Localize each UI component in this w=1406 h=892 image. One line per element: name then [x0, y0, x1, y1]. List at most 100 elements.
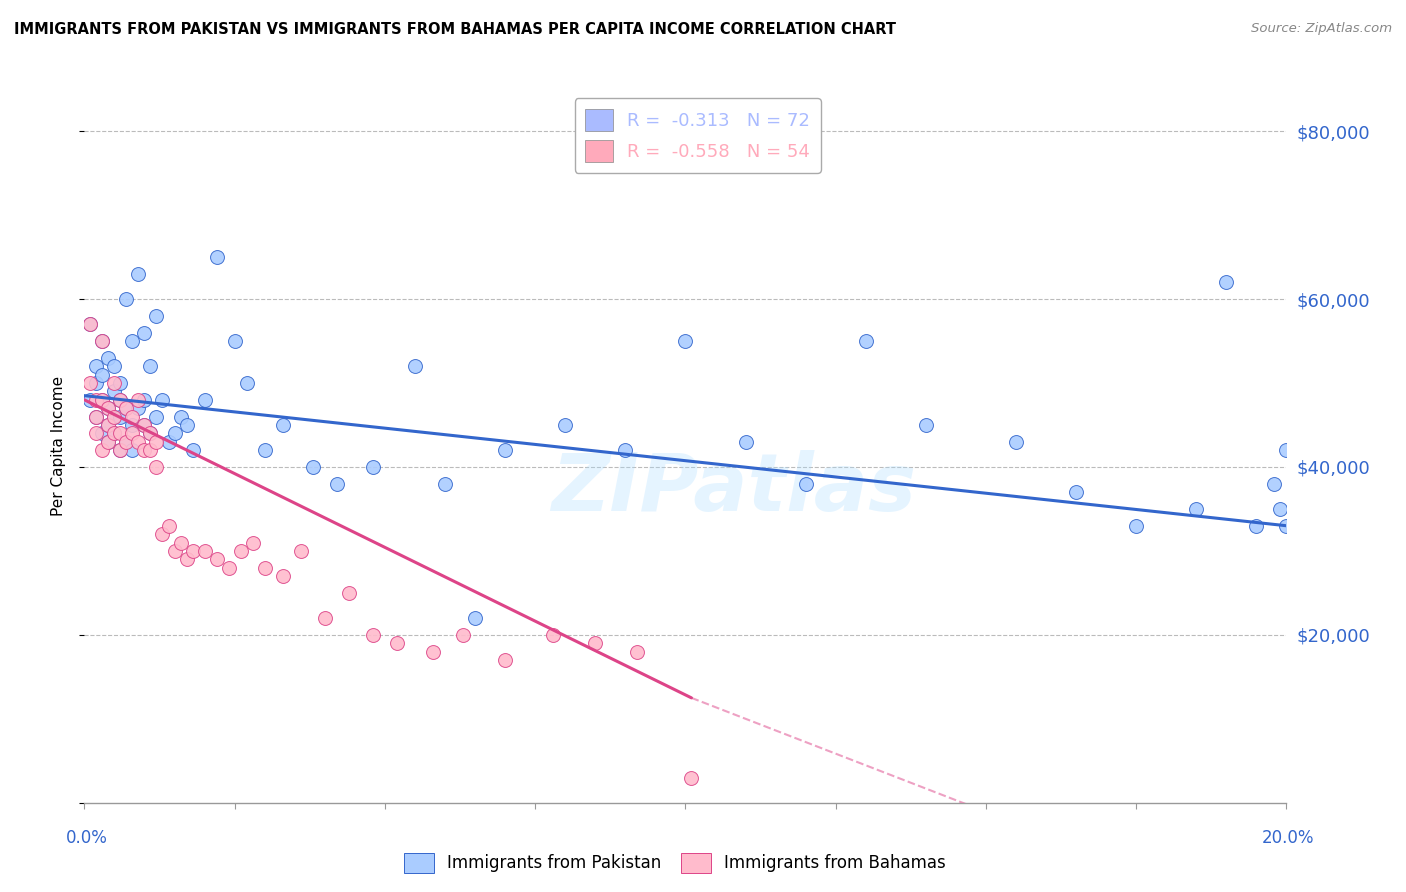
Point [314, 611, 336, 625]
Point [163, 426, 186, 441]
Point [86, 376, 108, 390]
Point [91, 334, 114, 348]
Point [145, 309, 167, 323]
Point [91, 392, 114, 407]
Point [271, 569, 294, 583]
Text: 20.0%: 20.0% [1261, 829, 1315, 847]
Point [194, 392, 217, 407]
Point [583, 636, 606, 650]
Point [464, 611, 486, 625]
Point [97, 434, 120, 449]
Point [110, 443, 132, 458]
Point [103, 409, 125, 424]
Point [86, 426, 108, 441]
Point [134, 443, 156, 458]
Point [224, 334, 246, 348]
Point [86, 409, 108, 424]
Point [271, 417, 294, 432]
Point [235, 376, 257, 390]
Legend: R =  -0.313   N = 72, R =  -0.558   N = 54: R = -0.313 N = 72, R = -0.558 N = 54 [575, 98, 821, 173]
Point [157, 434, 180, 449]
Point [110, 376, 132, 390]
Point [134, 392, 156, 407]
Point [103, 376, 125, 390]
Point [361, 628, 384, 642]
Point [1185, 502, 1208, 516]
Point [139, 359, 162, 374]
Point [86, 409, 108, 424]
Point [176, 417, 198, 432]
Text: Source: ZipAtlas.com: Source: ZipAtlas.com [1251, 22, 1392, 36]
Point [1215, 275, 1237, 289]
Point [127, 267, 149, 281]
Point [103, 426, 125, 441]
Point [176, 552, 198, 566]
Point [229, 544, 252, 558]
Point [253, 443, 276, 458]
Y-axis label: Per Capita Income: Per Capita Income [51, 376, 66, 516]
Point [115, 401, 138, 416]
Point [134, 417, 156, 432]
Point [91, 392, 114, 407]
Point [494, 443, 516, 458]
Point [541, 628, 564, 642]
Point [554, 417, 576, 432]
Point [152, 392, 174, 407]
Point [79, 318, 101, 332]
Point [145, 460, 167, 475]
Point [79, 376, 101, 390]
Point [121, 334, 143, 348]
Point [127, 434, 149, 449]
Point [115, 401, 138, 416]
Point [110, 443, 132, 458]
Point [385, 636, 408, 650]
Point [675, 334, 697, 348]
Point [121, 443, 143, 458]
Point [434, 476, 457, 491]
Point [134, 417, 156, 432]
Point [97, 351, 120, 365]
Point [127, 392, 149, 407]
Point [103, 359, 125, 374]
Point [626, 645, 648, 659]
Point [301, 460, 323, 475]
Point [614, 443, 637, 458]
Point [86, 359, 108, 374]
Text: IMMIGRANTS FROM PAKISTAN VS IMMIGRANTS FROM BAHAMAS PER CAPITA INCOME CORRELATIO: IMMIGRANTS FROM PAKISTAN VS IMMIGRANTS F… [14, 22, 896, 37]
Point [110, 392, 132, 407]
Point [1064, 485, 1087, 500]
Text: 0.0%: 0.0% [66, 829, 108, 847]
Point [86, 392, 108, 407]
Point [404, 359, 426, 374]
Point [915, 417, 938, 432]
Point [181, 443, 204, 458]
Point [110, 426, 132, 441]
Point [169, 409, 191, 424]
Point [290, 544, 312, 558]
Point [127, 401, 149, 416]
Point [97, 417, 120, 432]
Point [97, 401, 120, 416]
Point [253, 560, 276, 574]
Point [139, 426, 162, 441]
Point [139, 443, 162, 458]
Point [181, 544, 204, 558]
Point [205, 250, 228, 264]
Point [97, 417, 120, 432]
Point [163, 544, 186, 558]
Point [734, 434, 756, 449]
Point [145, 434, 167, 449]
Point [1005, 434, 1028, 449]
Point [91, 443, 114, 458]
Point [1270, 502, 1292, 516]
Point [1275, 443, 1298, 458]
Point [110, 409, 132, 424]
Point [79, 318, 101, 332]
Point [337, 586, 360, 600]
Point [218, 560, 240, 574]
Point [91, 426, 114, 441]
Point [79, 392, 101, 407]
Point [451, 628, 474, 642]
Point [194, 544, 217, 558]
Point [110, 392, 132, 407]
